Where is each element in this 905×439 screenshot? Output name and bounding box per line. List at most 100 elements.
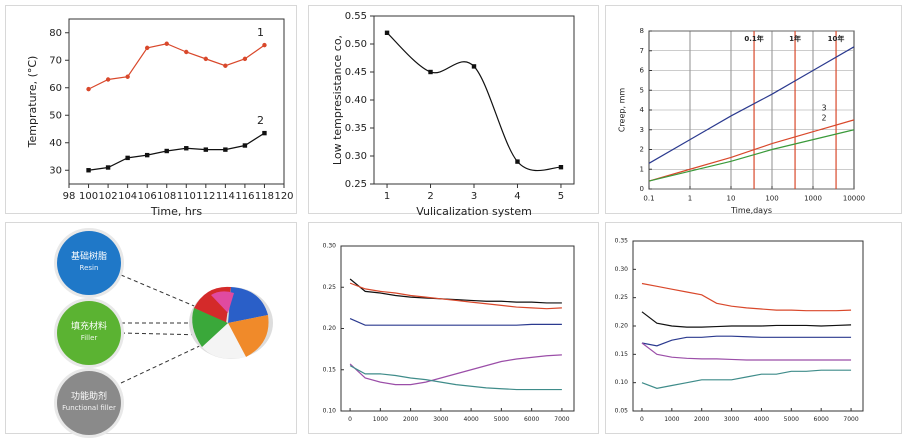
x-tick-label: 5000 bbox=[494, 416, 509, 423]
x-tick-label: 6000 bbox=[814, 416, 829, 423]
series-line bbox=[641, 282, 852, 312]
y-tick-label: 5 bbox=[640, 86, 644, 94]
y-tick-label: 0.45 bbox=[345, 67, 367, 78]
y-tick-label: 0 bbox=[640, 185, 644, 193]
series-line bbox=[641, 335, 852, 347]
point bbox=[164, 148, 169, 154]
x-axis-label: Vulicalization system bbox=[416, 205, 532, 218]
y-tick-label: 2 bbox=[640, 146, 644, 154]
series-line bbox=[349, 354, 562, 386]
x-tick-label: 6000 bbox=[524, 416, 539, 423]
series-line bbox=[641, 342, 852, 361]
y-tick-label: 80 bbox=[49, 28, 62, 39]
x-tick-label: 7000 bbox=[554, 416, 569, 423]
y-tick-label: 0.20 bbox=[615, 323, 629, 330]
node-label: 功能助剂 bbox=[70, 392, 107, 402]
x-tick-label: 100 bbox=[79, 191, 98, 202]
plot-frame bbox=[68, 18, 285, 185]
y-axis-label: Temprature, (°C) bbox=[26, 56, 39, 149]
point bbox=[223, 147, 228, 152]
time-marker-label: 1年 bbox=[789, 34, 801, 43]
panel: 1 2 3 4 5 0.25 0.30 0.35 0.40 0.45 0.50 0.55 Vulical… bbox=[308, 5, 599, 218]
y-tick-label: 1 bbox=[640, 165, 644, 173]
point bbox=[86, 168, 91, 173]
plot-frame bbox=[340, 245, 575, 412]
y-tick-label: 0.20 bbox=[323, 325, 337, 332]
point bbox=[203, 56, 209, 62]
x-tick-label: 118 bbox=[255, 191, 274, 202]
node-sublabel: Resin bbox=[79, 264, 99, 272]
pellets bbox=[189, 286, 273, 359]
point bbox=[242, 143, 248, 148]
point bbox=[242, 56, 248, 62]
y-tick-label: 30 bbox=[49, 165, 62, 176]
x-tick-label: 0 bbox=[640, 416, 644, 423]
node-sublabel: Functional filler bbox=[62, 404, 116, 412]
point bbox=[105, 165, 111, 170]
series-line bbox=[349, 282, 562, 310]
series-line bbox=[386, 32, 562, 172]
y-tick-label: 0.15 bbox=[323, 366, 337, 373]
diagram-panel: 基础树脂 Resin 填充材料 Filler 功能助剂 Functional filler bbox=[5, 222, 297, 435]
x-tick-label: 0 bbox=[348, 416, 352, 423]
y-tick-label: 4 bbox=[640, 106, 645, 114]
point bbox=[223, 63, 228, 68]
x-tick-label: 5 bbox=[558, 191, 564, 202]
y-tick-label: 0.35 bbox=[615, 238, 629, 245]
y-tick-label: 0.50 bbox=[345, 39, 367, 50]
point bbox=[384, 30, 390, 35]
y-tick-label: 0.25 bbox=[615, 294, 629, 301]
x-tick-label: 2000 bbox=[694, 416, 709, 423]
x-axis-label: Time, hrs bbox=[150, 205, 202, 218]
node-label: 填充材料 bbox=[70, 322, 107, 332]
point bbox=[203, 147, 209, 152]
panel: 0 1000 2000 3000 4000 5000 6000 7000 0.10 0.15 0.2… bbox=[308, 222, 599, 434]
x-tick-label: 10 bbox=[727, 194, 736, 202]
y-axis-label: Creep, mm bbox=[618, 88, 627, 133]
point bbox=[471, 64, 477, 69]
node: 功能助剂 Functional filler bbox=[57, 371, 121, 435]
y-tick-label: 7 bbox=[640, 47, 644, 55]
point bbox=[164, 41, 169, 46]
y-tick-label: 0.15 bbox=[615, 351, 629, 358]
x-tick-label: 110 bbox=[177, 191, 196, 202]
y-tick-label: 60 bbox=[49, 83, 62, 94]
x-tick-label: 98 bbox=[63, 191, 76, 202]
series-label: 3 bbox=[821, 103, 826, 112]
node: 基础树脂 Resin bbox=[57, 231, 121, 295]
node-label: 基础树脂 bbox=[70, 252, 107, 262]
x-tick-label: 2000 bbox=[403, 416, 418, 423]
x-tick-label: 1000 bbox=[664, 416, 679, 423]
y-tick-label: 0.40 bbox=[345, 95, 367, 106]
x-tick-label: 4000 bbox=[463, 416, 478, 423]
y-tick-label: 0.05 bbox=[615, 408, 629, 415]
y-tick-label: 0.10 bbox=[323, 408, 337, 415]
point bbox=[558, 165, 564, 170]
series-line bbox=[648, 129, 855, 182]
point bbox=[86, 86, 91, 92]
series-line bbox=[641, 369, 852, 389]
y-axis-label: Low tempresistance co, bbox=[331, 35, 344, 165]
point bbox=[144, 152, 150, 158]
series-label: 2 bbox=[821, 113, 826, 122]
x-axis-label: Time,days bbox=[730, 206, 772, 215]
panel: 0.1 1 10 100 1000 10000 0 1 2 3 4 5 6 7 8 Time,days Cree… bbox=[605, 5, 902, 215]
series-line bbox=[349, 318, 562, 326]
y-tick-label: 6 bbox=[640, 67, 645, 75]
x-tick-label: 114 bbox=[216, 191, 235, 202]
x-tick-label: 104 bbox=[118, 191, 137, 202]
point bbox=[184, 146, 189, 151]
y-tick-label: 40 bbox=[49, 138, 62, 149]
y-tick-label: 0.30 bbox=[345, 151, 367, 162]
chart: 0 1000 2000 3000 4000 5000 6000 7000 0.05 0.10 0.1… bbox=[615, 238, 864, 423]
x-tick-label: 3000 bbox=[433, 416, 448, 423]
y-tick-label: 0.35 bbox=[345, 123, 367, 134]
point bbox=[428, 69, 433, 75]
plot-frame bbox=[373, 15, 575, 185]
panel: 98 100 102 104 106 108 110 112 114 116 118 120 30 40 5… bbox=[5, 5, 297, 218]
panel: 0 1000 2000 3000 4000 5000 6000 7000 0.05 0.10 0.1… bbox=[605, 222, 902, 434]
x-tick-label: 7000 bbox=[843, 416, 858, 423]
x-tick-label: 112 bbox=[196, 191, 215, 202]
chart: 0.1 1 10 100 1000 10000012345678Time,daysCree… bbox=[618, 27, 866, 215]
